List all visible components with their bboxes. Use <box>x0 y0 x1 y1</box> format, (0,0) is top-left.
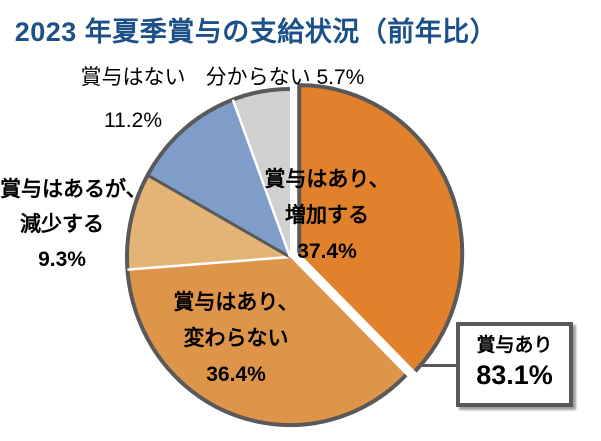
slice-label-bonus-increase: 賞与はあり、 増加する 37.4% <box>247 162 407 270</box>
slice-label-bonus-decrease: 賞与はあるが、 減少する 9.3% <box>0 172 147 277</box>
page-title: 2023 年夏季賞与の支給状況（前年比） <box>14 17 498 47</box>
exploded-slice-outline <box>297 83 465 373</box>
pie-slice-3 <box>147 99 290 257</box>
slice-label-line: 賞与はない <box>80 66 186 89</box>
slice-label-no-bonus: 賞与はない 11.2% <box>70 56 196 142</box>
pie-slice-0 <box>299 85 463 372</box>
slice-percent-value: 37.4% <box>297 240 357 263</box>
slice-label-line: 変わらない <box>183 327 289 350</box>
pie-slice-1 <box>127 257 406 425</box>
slice-percent-value: 9.3% <box>38 248 86 271</box>
slice-separator-2 <box>231 99 292 258</box>
slice-label-bonus-unchanged: 賞与はあり、 変わらない 36.4% <box>156 285 316 393</box>
callout-connector-line <box>419 364 458 367</box>
pie-outer-rim <box>125 87 408 427</box>
slice-label-line: 賞与はあり、 <box>264 168 390 191</box>
slice-percent-value: 36.4% <box>206 363 266 386</box>
slice-percent-value: 5.7% <box>316 66 365 89</box>
slice-separator-0 <box>127 255 291 271</box>
slice-label-line: 増加する <box>285 204 369 227</box>
slice-label-line: 減少する <box>20 213 104 236</box>
callout-title: 賞与あり <box>476 335 553 356</box>
slice-label-unknown: 分からない 5.7% <box>200 57 370 99</box>
slice-percent-value: 11.2% <box>104 109 162 132</box>
slice-label-line: 賞与はあるが、 <box>0 178 147 201</box>
slice-label-line: 賞与はあり、 <box>173 291 299 314</box>
callout-value: 83.1% <box>476 360 553 390</box>
slice-separator-1 <box>146 173 291 259</box>
pie-slice-2 <box>127 175 290 270</box>
slice-label-line: 分からない <box>205 66 311 89</box>
callout-box: 賞与あり 83.1% <box>456 322 573 407</box>
